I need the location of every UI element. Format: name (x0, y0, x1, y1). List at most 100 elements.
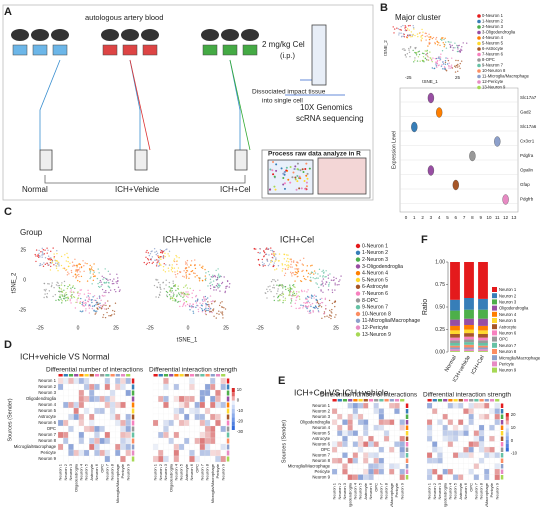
cell-point (157, 265, 160, 267)
heat-cell (331, 446, 338, 453)
cell-point (62, 297, 65, 300)
heat-cell (73, 407, 79, 415)
cell-point (281, 263, 283, 265)
row-swatch (500, 425, 504, 430)
heat-cell (57, 389, 64, 397)
cell-point (82, 300, 84, 303)
heat-cell (484, 430, 490, 437)
cell-point (302, 304, 304, 307)
heat-cell (347, 408, 353, 415)
heat-cell (389, 430, 395, 437)
heat-cell (204, 419, 211, 427)
heat-cell (463, 402, 469, 409)
cell-point (77, 297, 79, 299)
cell-point (284, 297, 287, 299)
heat-cell (432, 452, 438, 459)
cell-point (444, 60, 447, 62)
col-swatch (400, 399, 405, 402)
cell-point (159, 287, 161, 289)
mouse (241, 29, 259, 41)
heat-cell (447, 408, 454, 415)
bar-segment (464, 262, 474, 298)
heat-cell (484, 441, 490, 448)
cell-point (107, 307, 109, 310)
heat-cell (109, 401, 116, 409)
heat-cell (63, 389, 69, 397)
heat-cell (342, 457, 348, 464)
row-swatch (405, 403, 409, 408)
cell-point (38, 252, 40, 255)
cell-point (55, 267, 58, 270)
cell-point (319, 302, 322, 305)
bar-segment (478, 337, 488, 341)
cell-point (457, 46, 459, 49)
tick-label: 0 (187, 325, 190, 331)
dot (296, 175, 299, 178)
col-swatch (389, 399, 394, 402)
cell-point (83, 265, 85, 267)
cell-point (421, 52, 424, 55)
cell-point (67, 260, 69, 263)
heat-cell (468, 408, 474, 415)
cell-point (148, 254, 151, 257)
cell-point (456, 50, 459, 53)
cell-point (288, 294, 290, 297)
heat-cell (184, 437, 190, 445)
heat-cell (152, 443, 159, 451)
heat-cell (73, 389, 79, 397)
bar-segment (450, 299, 460, 311)
cell-point (416, 33, 419, 35)
cell-point (455, 59, 457, 62)
cell-point (408, 29, 410, 31)
cell-point (407, 35, 410, 37)
heat-cell (215, 407, 221, 415)
cell-point (76, 301, 78, 303)
tick-label: 25 (20, 247, 26, 253)
row-swatch (500, 436, 504, 441)
heat-cell (189, 413, 195, 421)
heat-cell (184, 419, 190, 427)
cell-point (91, 283, 93, 285)
cell-point (214, 274, 216, 277)
heat-cell (363, 430, 369, 437)
cell-point (66, 299, 69, 301)
cell-point (110, 315, 112, 317)
heat-cell (199, 425, 206, 433)
cell-point (416, 52, 418, 54)
cell-point (77, 269, 79, 271)
heat-cell (473, 468, 480, 475)
heat-cell (383, 474, 390, 481)
heat-cell (426, 446, 433, 453)
heat-cell (78, 401, 85, 409)
cell-point (207, 285, 209, 287)
cell-point (325, 270, 327, 272)
cell-point (424, 35, 426, 38)
cell-point (160, 264, 162, 266)
col-label: OPC (99, 464, 104, 473)
heat-cell (184, 377, 190, 385)
heat-cell (452, 446, 459, 453)
cell-point (198, 278, 201, 280)
heat-cell (99, 413, 105, 421)
cell-point (314, 272, 317, 274)
heat-cell (104, 407, 111, 415)
row-swatch (131, 378, 135, 384)
cell-point (60, 264, 63, 267)
cell-point (299, 280, 302, 282)
row-swatch (131, 456, 135, 462)
cell-point (70, 289, 72, 291)
cell-point (449, 46, 452, 49)
heat-cell (383, 463, 390, 470)
heat-cell (468, 468, 474, 475)
cell-point (107, 270, 110, 273)
cell-point (305, 305, 307, 308)
heat-cell (337, 408, 343, 415)
col-swatch (184, 374, 189, 377)
cell-point (168, 286, 170, 288)
cell-point (194, 276, 196, 278)
col-label: Neuron 9 (220, 463, 225, 480)
cell-point (441, 50, 444, 52)
row-label: Neuron 5 (312, 430, 330, 435)
cell-point (431, 37, 434, 40)
row-swatch (226, 456, 230, 462)
